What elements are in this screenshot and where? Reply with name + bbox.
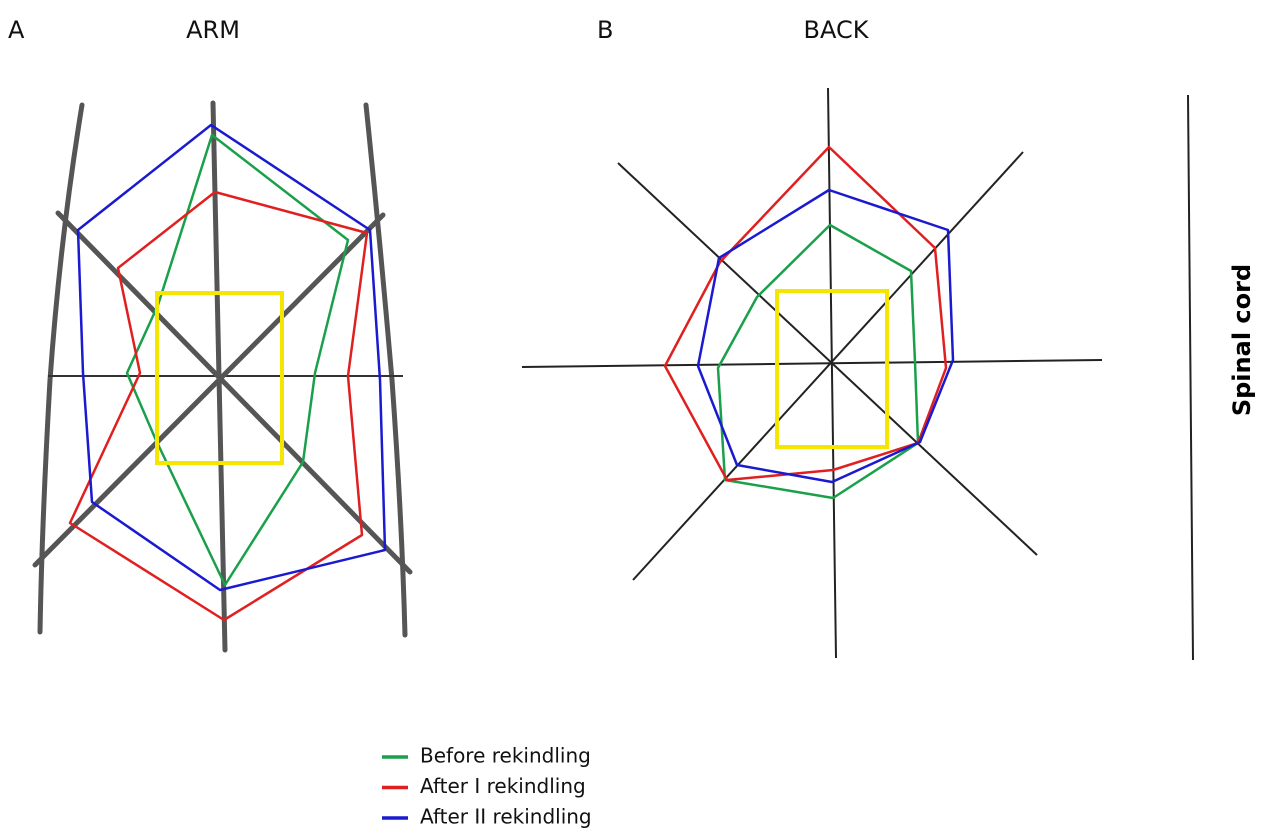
legend: Before rekindling After I rekindling After… [382,744,592,829]
panel-letter: B [597,16,613,44]
contour-after-2 [76,123,387,592]
arm-outline [363,102,408,638]
back-diagram [521,87,1103,659]
contour-after-2 [696,188,955,484]
side-label: Spinal cord [1228,264,1256,416]
axis [632,151,1024,581]
panel-title: BACK [804,16,870,44]
arm-diagram [32,100,413,653]
panel-title: ARM [186,16,240,44]
contour-after-1 [68,190,369,622]
legend-label: After II rekindling [420,805,592,829]
contour-before [125,133,350,587]
axis [55,210,413,575]
axis [32,212,386,568]
legend-label: After I rekindling [420,774,586,798]
axis [521,359,1103,368]
region-box [775,289,889,449]
panel-letter: A [8,16,25,44]
spinal-cord-line [1187,94,1194,661]
legend-label: Before rekindling [420,744,591,768]
axis [617,162,1038,556]
contour-before [716,223,920,500]
axis [827,87,837,659]
contour-after-1 [663,145,948,482]
region-box [155,291,284,465]
